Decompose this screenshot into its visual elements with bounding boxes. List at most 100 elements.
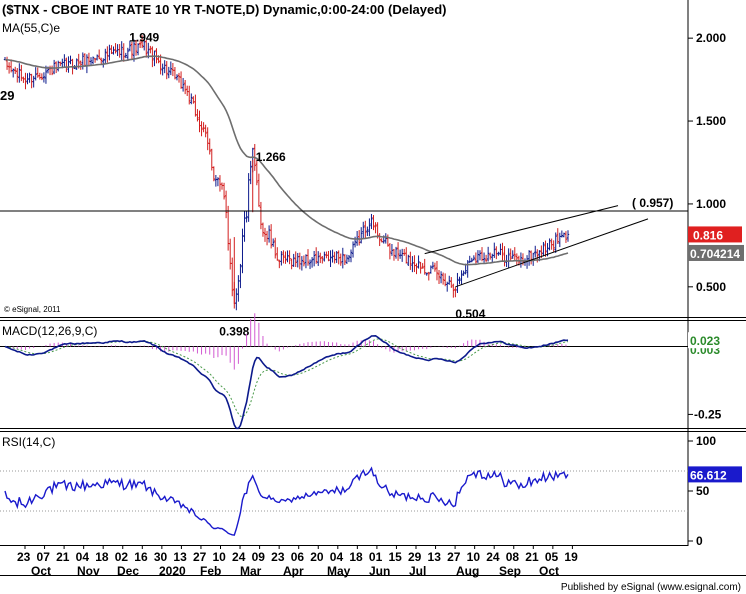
candle: [212, 166, 216, 182]
candle: [165, 61, 168, 80]
macd-histogram: [8, 313, 567, 370]
x-day-label: 02: [115, 550, 129, 564]
chart-title: ($TNX - CBOE INT RATE 10 YR T-NOTE,D) Dy…: [2, 2, 447, 17]
candle: [364, 220, 367, 239]
candle: [114, 43, 117, 54]
candle: [441, 272, 445, 285]
x-month-label: 2020: [159, 564, 186, 578]
rsi-label: RSI(14,C): [2, 435, 55, 449]
candle: [300, 256, 304, 271]
candle: [435, 260, 439, 281]
candle: [509, 248, 512, 262]
candle: [63, 54, 66, 68]
x-day-label: 21: [525, 550, 539, 564]
candle: [470, 257, 473, 263]
candle: [100, 57, 103, 65]
candle: [59, 61, 62, 66]
candle: [286, 250, 289, 263]
x-day-label: 15: [388, 550, 402, 564]
candle: [120, 41, 123, 61]
candle: [556, 228, 559, 244]
candle: [257, 173, 261, 207]
candle: [437, 270, 441, 285]
price-tick-label: 1.000: [696, 197, 726, 211]
annotation-label: 1.949: [129, 31, 159, 45]
x-month-label: Jul: [409, 564, 426, 578]
candle: [497, 251, 500, 256]
candle: [405, 247, 408, 264]
candle: [97, 49, 101, 60]
candle: [423, 258, 426, 275]
candle: [177, 72, 181, 83]
candle: [271, 238, 275, 247]
candle: [294, 251, 297, 268]
candle: [450, 277, 453, 288]
x-day-label: 07: [37, 550, 51, 564]
candle: [368, 218, 371, 237]
macd-tick-label: -0.25: [694, 407, 722, 421]
rsi-value: 66.612: [690, 468, 727, 482]
candle: [122, 43, 125, 62]
watermark: © eSignal, 2011: [4, 305, 61, 314]
candle: [403, 248, 406, 256]
left-cut-label: 29: [0, 88, 14, 103]
annotation-label: 1.266: [256, 150, 286, 164]
candle: [513, 247, 516, 261]
candle: [134, 39, 138, 56]
candle: [308, 259, 312, 270]
x-day-label: 19: [564, 550, 578, 564]
candle: [486, 246, 490, 262]
x-day-label: 08: [506, 550, 520, 564]
candle: [452, 283, 455, 298]
candle: [433, 262, 437, 272]
candle: [255, 159, 259, 186]
moving-average-line: [4, 55, 569, 266]
x-day-label: 23: [271, 550, 285, 564]
footer: Published by eSignal (www.esignal.com): [561, 582, 741, 593]
x-day-label: 24: [232, 550, 246, 564]
x-month-label: Apr: [283, 564, 304, 578]
candle: [448, 275, 451, 285]
channel-upper-line: [424, 205, 619, 255]
candle: [102, 58, 105, 68]
candle: [95, 54, 99, 61]
candle: [222, 182, 226, 200]
candle: [310, 257, 314, 268]
candle: [314, 247, 318, 264]
candle: [493, 242, 496, 258]
candle: [396, 242, 400, 261]
rsi-line: [4, 466, 569, 536]
candle: [472, 255, 476, 261]
candle: [149, 45, 152, 54]
candle: [337, 250, 340, 265]
annotation-label: 0.504: [455, 307, 485, 321]
candle: [276, 247, 279, 261]
candle: [132, 39, 136, 62]
candle: [439, 271, 443, 284]
candle: [460, 270, 463, 285]
candle: [241, 228, 244, 274]
x-month-label: Nov: [77, 564, 100, 578]
candle: [106, 46, 109, 63]
x-day-label: 04: [76, 550, 90, 564]
candle: [104, 48, 107, 64]
candle: [130, 41, 134, 60]
candle: [321, 256, 324, 264]
candle: [548, 238, 551, 251]
candle: [343, 253, 347, 266]
x-month-label: Oct: [31, 564, 51, 578]
candle: [89, 57, 93, 66]
candle: [362, 221, 365, 239]
x-day-label: 29: [408, 550, 422, 564]
candle: [231, 257, 234, 297]
candle: [501, 242, 504, 262]
x-month-label: Jun: [369, 564, 390, 578]
candle: [91, 56, 95, 65]
candle: [306, 249, 310, 266]
candle: [11, 68, 15, 78]
channel-lower-line: [455, 218, 649, 288]
x-day-label: 16: [134, 550, 148, 564]
candle: [136, 43, 140, 56]
candle: [14, 66, 17, 75]
